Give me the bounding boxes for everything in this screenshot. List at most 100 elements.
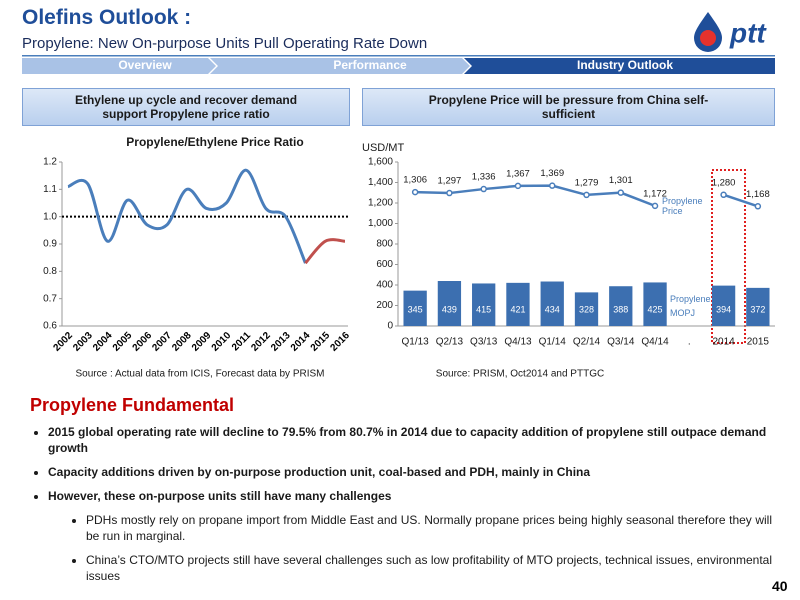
bullet-list: 2015 global operating rate will decline … <box>30 424 772 592</box>
x-tick-label: 2005 <box>111 330 135 354</box>
data-label: 1,172 <box>643 188 667 199</box>
data-label: 1,306 <box>403 175 427 186</box>
bar <box>746 287 770 326</box>
line-marker <box>720 191 727 199</box>
x-tick-label: 2015 <box>309 330 333 354</box>
x-tick-label: Q4/14 <box>641 337 669 348</box>
legend-label: Propylene MOPJ <box>670 294 711 318</box>
x-tick-label: . <box>688 337 691 348</box>
source: Source : Actual data from ICIS, Forecast… <box>76 369 325 380</box>
bar <box>540 281 564 326</box>
bar <box>574 292 599 326</box>
bar <box>403 290 427 326</box>
line-marker <box>480 185 487 193</box>
x-tick-label: 2003 <box>71 330 95 354</box>
line-marker <box>548 182 556 189</box>
data-label: 1,367 <box>506 168 530 179</box>
data-label: 1,301 <box>609 175 633 186</box>
data-label: 1,369 <box>540 168 564 179</box>
data-label: 1,168 <box>746 189 770 200</box>
y-tick-label: 0 <box>387 321 393 332</box>
charts: Propylene/Ethylene Price Ratio USD/MT So… <box>43 135 775 380</box>
bar-label: 425 <box>648 304 663 314</box>
nav-item[interactable]: Overview <box>118 58 172 72</box>
line-marker <box>514 182 522 190</box>
subtitle: Propylene: New On-purpose Units Pull Ope… <box>22 35 428 52</box>
x-tick-label: 2008 <box>170 330 194 354</box>
sub-bullet: PDHs mostly rely on propane import from … <box>86 512 772 544</box>
x-tick-label: Q2/14 <box>573 337 601 348</box>
bar <box>609 286 633 326</box>
panel-heading: Propylene Price will be pressure from Ch… <box>362 88 775 126</box>
title: Olefins Outlook : <box>22 6 192 29</box>
x-tick-label: 2011 <box>230 330 253 353</box>
bar-label: 415 <box>476 304 491 314</box>
legend-label: Propylene Price <box>662 196 703 216</box>
x-tick-label: 2010 <box>210 330 234 354</box>
bar-label: 439 <box>442 304 457 314</box>
axis-title: USD/MT <box>362 142 404 154</box>
y-tick-label: 1,600 <box>368 157 393 168</box>
bar-label: 328 <box>579 304 594 314</box>
y-tick-label: 0.6 <box>43 321 57 332</box>
bar-label: 345 <box>408 304 423 314</box>
y-tick-label: 800 <box>376 239 393 250</box>
bar <box>711 285 736 326</box>
nav-item[interactable]: Performance <box>333 58 407 72</box>
x-tick-label: Q3/13 <box>470 337 498 348</box>
line-series <box>67 168 307 264</box>
nav-item[interactable]: Industry Outlook <box>577 58 673 72</box>
panel-heading: Ethylene up cycle and recover demand sup… <box>22 88 350 126</box>
line-marker <box>754 203 762 210</box>
y-tick-label: 1,000 <box>368 218 393 229</box>
logo-text: ptt <box>729 17 767 48</box>
source: Source: PRISM, Oct2014 and PTTGC <box>436 369 604 380</box>
y-tick-label: 1,200 <box>368 198 393 209</box>
x-tick-label: 2013 <box>269 330 293 354</box>
line-marker <box>411 188 419 196</box>
x-tick-label: 2016 <box>328 330 352 354</box>
y-tick-label: 1,400 <box>368 177 393 188</box>
x-tick-label: 2012 <box>249 330 273 354</box>
section-heading: Propylene Fundamental <box>30 395 235 415</box>
x-tick-label: 2014 <box>712 337 735 348</box>
line-series <box>304 238 346 265</box>
line-marker <box>651 202 659 210</box>
bar-label: 421 <box>510 304 525 314</box>
y-tick-label: 1.2 <box>43 157 57 168</box>
y-tick-label: 400 <box>376 280 393 291</box>
sub-bullet: China’s CTO/MTO projects still have seve… <box>86 552 772 584</box>
line-marker <box>583 191 590 199</box>
y-tick-label: 1.0 <box>43 211 57 222</box>
x-tick-label: 2002 <box>51 330 75 354</box>
data-label: 1,280 <box>712 177 736 188</box>
x-tick-label: Q4/13 <box>504 337 532 348</box>
x-tick-label: Q1/13 <box>402 337 430 348</box>
data-label: 1,279 <box>575 177 599 188</box>
nav-bar: Overview Performance Industry Outlook <box>22 55 775 74</box>
x-tick-label: 2004 <box>91 330 115 354</box>
bullet: 2015 global operating rate will decline … <box>48 424 772 456</box>
bullet: Capacity additions driven by on-purpose … <box>48 464 772 480</box>
bar <box>506 282 530 326</box>
y-tick-label: 0.9 <box>43 239 57 250</box>
x-tick-label: 2007 <box>150 330 174 354</box>
line-marker <box>446 189 453 197</box>
bar <box>437 281 462 326</box>
bar-label: 394 <box>716 304 731 314</box>
y-tick-label: 0.7 <box>43 293 57 304</box>
y-tick-label: 1.1 <box>43 184 57 195</box>
bar <box>643 282 667 326</box>
y-tick-label: 0.8 <box>43 266 57 277</box>
bar-label: 388 <box>613 304 628 314</box>
highlight-box <box>711 169 746 344</box>
bullet: However, these on-purpose units still ha… <box>48 488 772 504</box>
line-marker <box>617 189 625 196</box>
x-tick-label: 2015 <box>747 337 770 348</box>
x-tick-label: 2014 <box>289 330 313 354</box>
bar-label: 434 <box>545 304 560 314</box>
y-tick-label: 200 <box>376 300 393 311</box>
y-tick-label: 600 <box>376 259 393 270</box>
chart-title: Propylene/Ethylene Price Ratio <box>126 135 303 149</box>
